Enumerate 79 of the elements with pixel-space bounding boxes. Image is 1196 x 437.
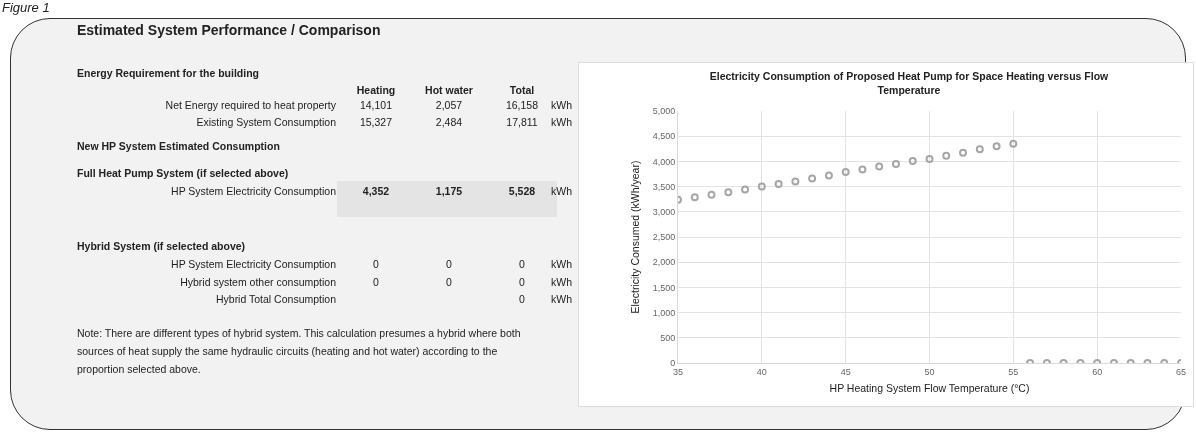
point bbox=[808, 174, 817, 183]
x-tick-label: 35 bbox=[672, 366, 684, 377]
point bbox=[707, 190, 716, 199]
text: 14,101 bbox=[358, 98, 394, 112]
point bbox=[992, 142, 1001, 151]
x-tick-label: 50 bbox=[924, 366, 935, 377]
y-tick-label: 0 bbox=[670, 358, 676, 369]
point bbox=[959, 148, 968, 157]
text: Energy Requirement for the building bbox=[77, 66, 260, 80]
text: Estimated System Performance / Comparison bbox=[77, 22, 381, 38]
point bbox=[908, 156, 917, 165]
y-axis-title: Electricity Consumed (kWh/year) bbox=[629, 160, 642, 314]
chart-title: Electricity Consumption of Proposed Heat Pump for Space Heating versus Flow Temperature bbox=[708, 69, 1110, 97]
text: 0 bbox=[372, 275, 380, 289]
text: New HP System Estimated Consumption bbox=[77, 139, 280, 153]
text: Hybrid System (if selected above) bbox=[77, 239, 246, 253]
text: kWh bbox=[551, 98, 572, 112]
y-tick-label: 1,500 bbox=[652, 282, 676, 293]
y-tick-label: 2,000 bbox=[652, 257, 676, 268]
text: HP System Electricity Consumption bbox=[171, 257, 336, 271]
point bbox=[757, 182, 766, 191]
x-axis-title: HP Heating System Flow Temperature (°C) bbox=[829, 381, 1030, 394]
point bbox=[824, 171, 833, 180]
y-tick-label: 3,000 bbox=[652, 206, 676, 217]
text: Note: There are different types of hybrid system. This calculation presumes a hybrid where both sources of heat supply the same hydraulic circuits (heating and hot water) according to the proportion selected above. bbox=[77, 326, 522, 377]
text: 17,811 bbox=[506, 116, 538, 128]
y-tick-label: 5,000 bbox=[652, 106, 676, 117]
text: Hot water bbox=[424, 83, 474, 97]
text: kWh bbox=[551, 115, 572, 129]
text: Net Energy required to heat property bbox=[165, 98, 336, 112]
text: Hybrid Total Consumption bbox=[215, 292, 336, 306]
text: 16,158 bbox=[505, 99, 539, 111]
y-tick-label: 4,500 bbox=[652, 131, 676, 142]
text: 0 bbox=[372, 257, 380, 271]
x-tick-label: 60 bbox=[1092, 366, 1103, 377]
point bbox=[741, 185, 750, 194]
text: 0 bbox=[445, 257, 453, 271]
point bbox=[891, 159, 900, 168]
text: 0 bbox=[519, 293, 525, 305]
y-tick-label: 2,500 bbox=[652, 232, 676, 243]
text: 0 bbox=[519, 276, 525, 288]
text: 1,175 bbox=[434, 184, 464, 198]
text: Total bbox=[508, 83, 536, 97]
x-tick-label: 40 bbox=[756, 366, 767, 377]
point bbox=[690, 193, 699, 202]
text: 5,528 bbox=[508, 185, 536, 197]
text: 0 bbox=[445, 275, 453, 289]
y-tick-label: 4,000 bbox=[652, 156, 676, 167]
text: 0 bbox=[519, 258, 525, 270]
text: Hybrid system other consumption bbox=[180, 275, 336, 289]
text: 2,484 bbox=[434, 115, 464, 129]
point bbox=[841, 167, 850, 176]
x-tick-label: 65 bbox=[1175, 366, 1187, 377]
text: Heating bbox=[355, 83, 397, 97]
point bbox=[1009, 139, 1018, 148]
x-tick-label: 45 bbox=[840, 366, 851, 377]
text: 15,327 bbox=[358, 115, 394, 129]
point bbox=[724, 188, 733, 197]
point bbox=[875, 162, 884, 171]
text: 4,352 bbox=[361, 184, 391, 198]
point bbox=[774, 180, 783, 189]
text: HP System Electricity Consumption bbox=[171, 184, 336, 198]
caption: Figure 1 bbox=[2, 0, 50, 16]
text: kWh bbox=[551, 257, 572, 271]
text: kWh bbox=[551, 184, 572, 198]
point bbox=[858, 165, 867, 174]
text: 2,057 bbox=[434, 98, 464, 112]
point bbox=[925, 154, 934, 163]
y-tick-label: 500 bbox=[660, 332, 676, 343]
text: kWh bbox=[551, 292, 572, 306]
point bbox=[975, 145, 984, 154]
point bbox=[942, 151, 951, 160]
x-tick-label: 55 bbox=[1008, 366, 1019, 377]
text: Full Heat Pump System (if selected above) bbox=[77, 166, 289, 180]
text: Existing System Consumption bbox=[196, 115, 336, 129]
point bbox=[791, 177, 800, 186]
y-tick-label: 3,500 bbox=[652, 181, 676, 192]
text: kWh bbox=[551, 275, 572, 289]
y-tick-label: 1,000 bbox=[652, 307, 676, 318]
